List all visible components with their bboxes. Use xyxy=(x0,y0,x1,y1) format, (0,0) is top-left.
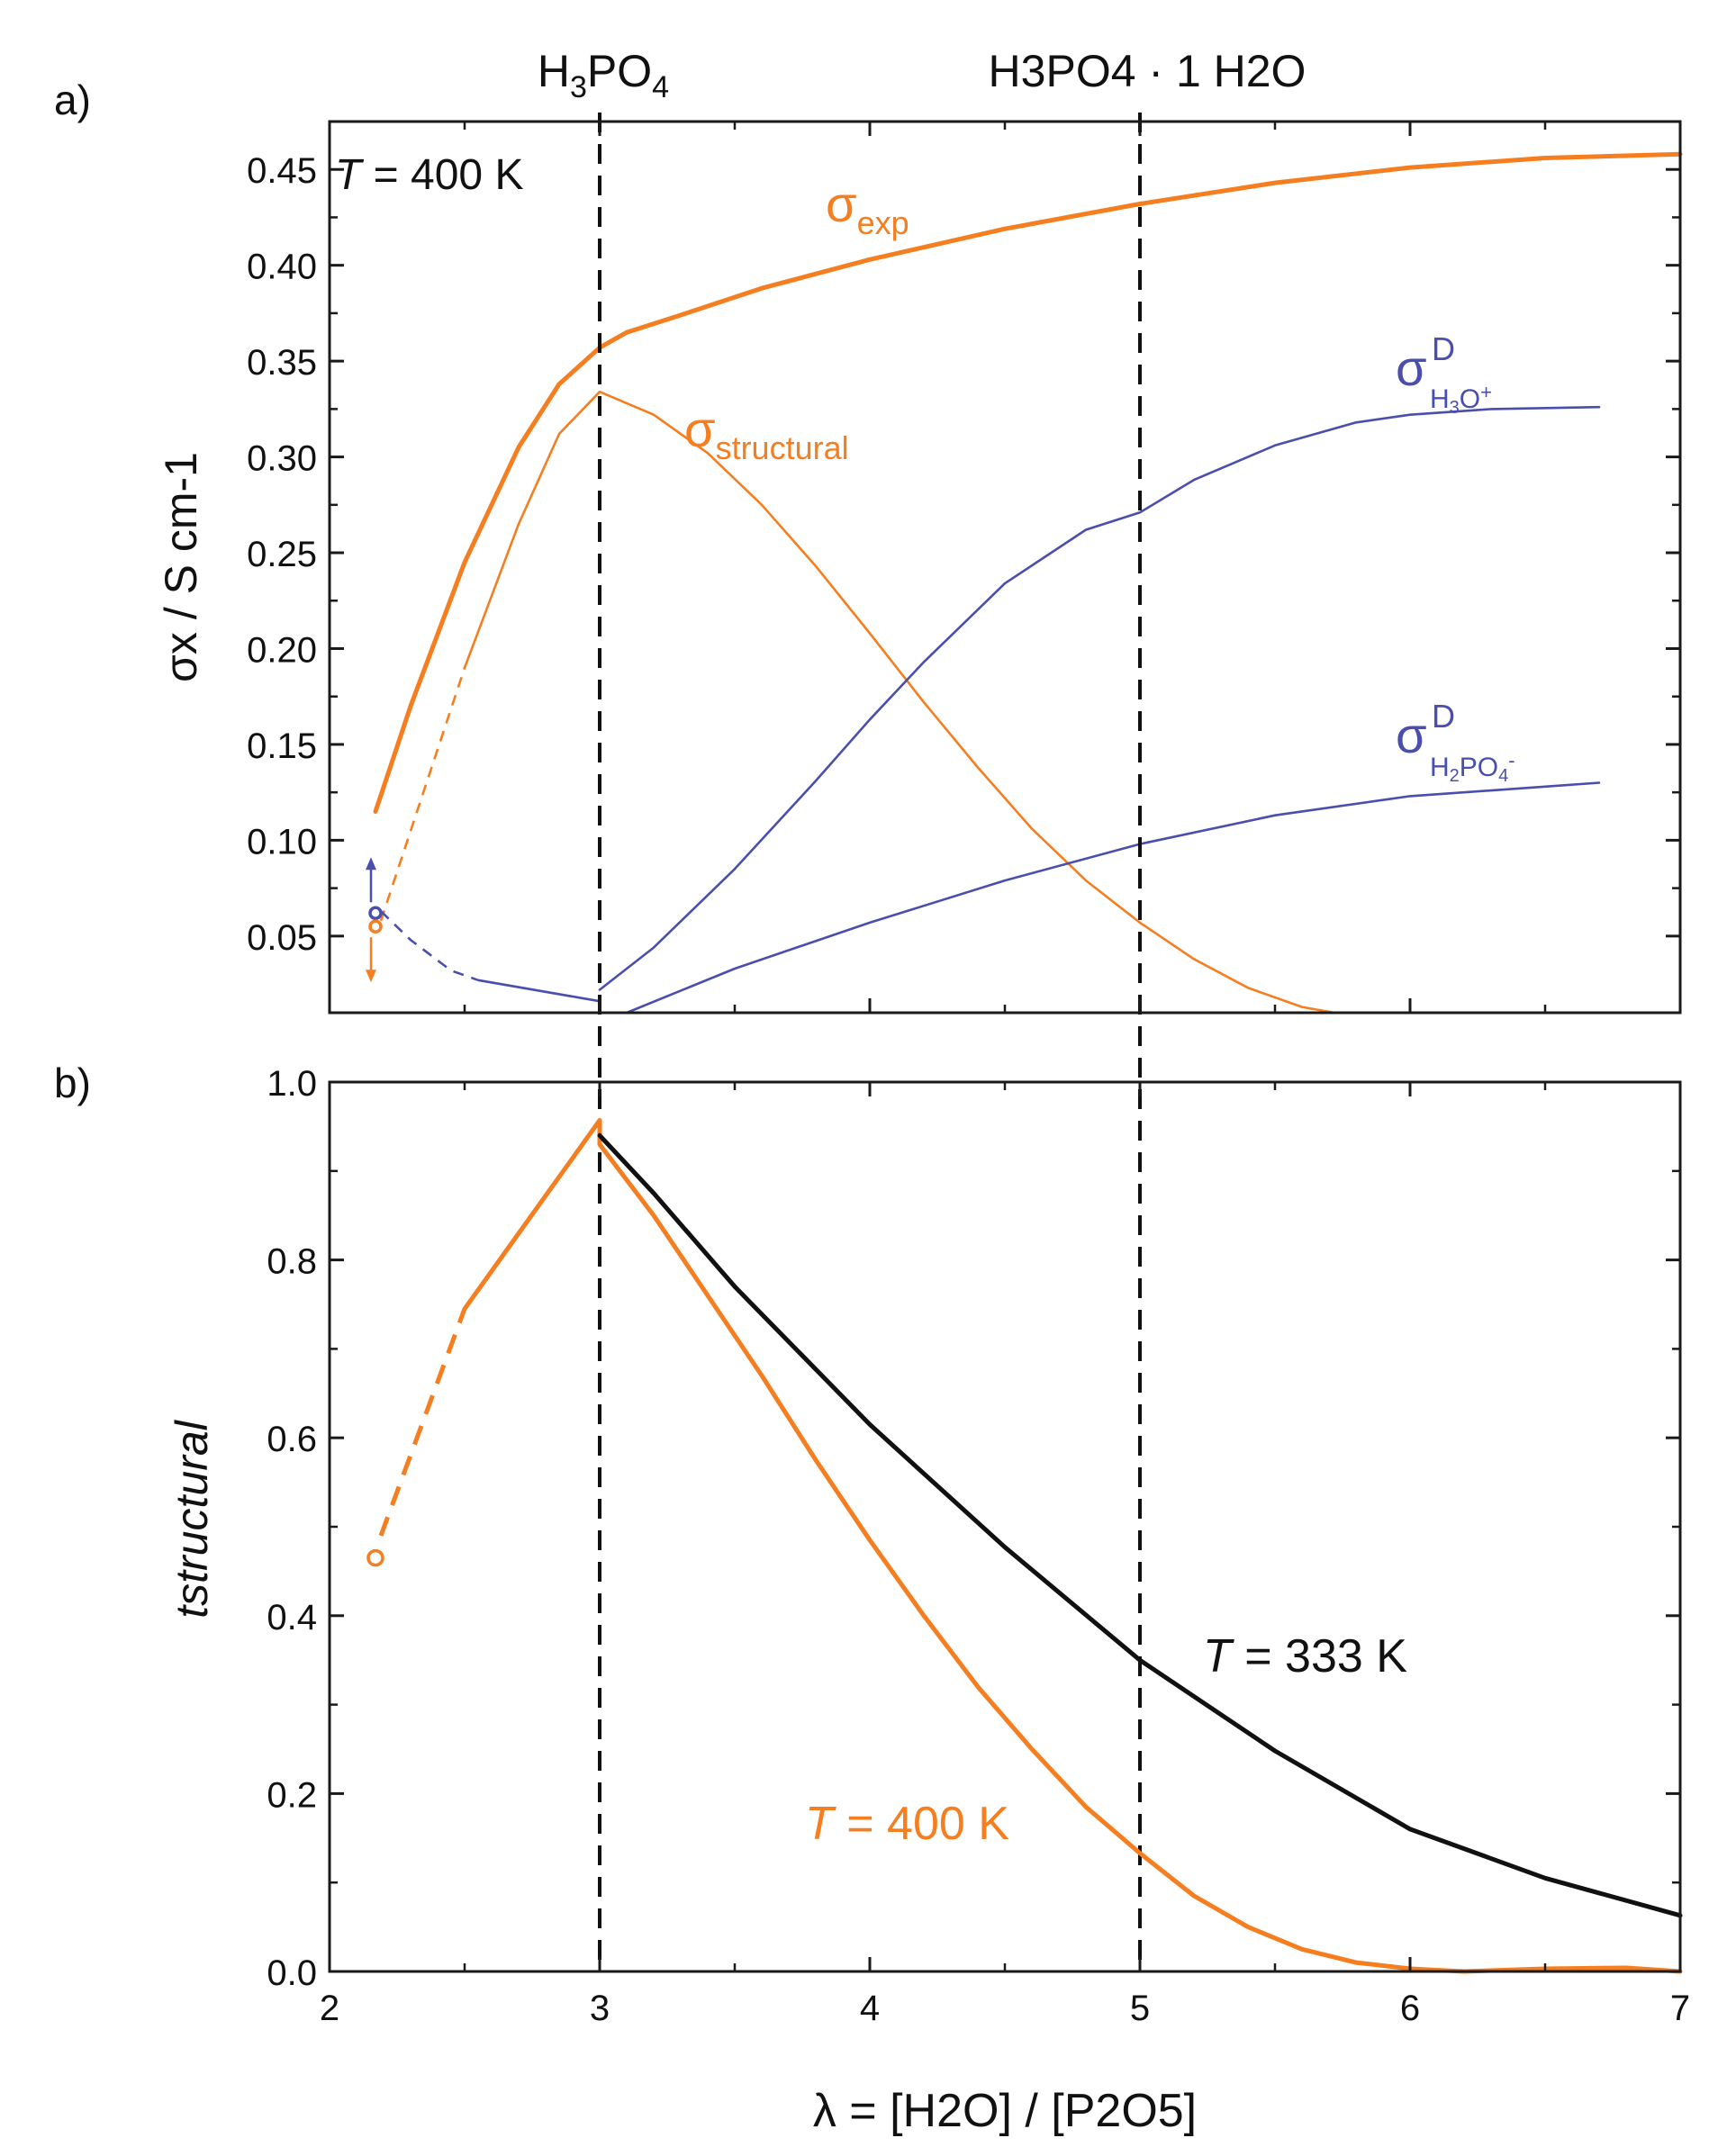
xtick-label-b-2: 4 xyxy=(860,1989,880,2028)
label-t333-italic: T xyxy=(1203,1630,1234,1682)
x-axis-label: λ = [H2O] / [P2O5] xyxy=(813,2085,1197,2137)
top-label-h3po4-po: PO xyxy=(587,46,652,96)
label-t333-rest: = 333 K xyxy=(1232,1630,1407,1682)
xtick-label-b-0: 2 xyxy=(320,1989,339,2028)
label-t333: T = 333 K xyxy=(1203,1630,1407,1682)
ytick-label-b-5: 1.0 xyxy=(267,1064,317,1104)
panel-b-xticks: 2 3 4 5 6 7 xyxy=(320,1082,1690,2028)
label-sigma-h2po4-sub-h: H xyxy=(1430,753,1450,782)
series-a-3-dashed xyxy=(380,910,479,982)
panel-b-ylabel: tstructural xyxy=(167,1419,217,1618)
label-sigma-h2po4-sub-4: 4 xyxy=(1498,766,1508,786)
panel-a-annotation-rest: = 400 K xyxy=(361,151,523,199)
panel-b-label: b) xyxy=(54,1060,91,1106)
marker-b-0 xyxy=(366,1548,384,1567)
xtick-label-b-5: 7 xyxy=(1670,1989,1690,2028)
series-a-2-line xyxy=(598,405,1601,991)
panel-b-lines xyxy=(378,1118,1683,1974)
panel-a-annotation: T = 400 K xyxy=(335,151,523,199)
label-sigma-h2po4-sup: D xyxy=(1432,698,1455,735)
top-label-h3po4-sub3: 3 xyxy=(570,70,587,104)
label-sigma-h3o: σ D H3O+ xyxy=(1396,314,1492,418)
series-a-3-line xyxy=(625,781,1601,1015)
ytick-label-a-7: 0.40 xyxy=(247,248,317,287)
series-a-1-dashed xyxy=(379,667,466,922)
panel-b: b) 0.0 0.2 0.4 0.6 0.8 1.0 2 3 4 5 6 7 T = 333 K T… xyxy=(54,1060,1690,2137)
top-label-h3po4-sub4: 4 xyxy=(652,70,669,104)
panel-a-label: a) xyxy=(54,77,91,123)
label-sigma-h2po4-sub-minus: - xyxy=(1508,749,1515,771)
label-sigma-h3o-main: σ xyxy=(1396,339,1427,396)
ytick-label-a-4: 0.25 xyxy=(247,535,317,574)
panel-b-yticks: 0.0 0.2 0.4 0.6 0.8 1.0 xyxy=(267,1064,1680,1993)
label-sigma-exp-sub: exp xyxy=(857,204,909,241)
ytick-label-a-6: 0.35 xyxy=(247,343,317,383)
panel-a-lines xyxy=(373,151,1683,1015)
series-b-0-line xyxy=(462,1118,1683,1974)
panel-a-xticks xyxy=(328,122,1682,1013)
label-sigma-h2po4: σ D H2PO4- xyxy=(1396,681,1515,786)
ytick-label-b-0: 0.0 xyxy=(267,1953,317,1993)
ytick-label-b-3: 0.6 xyxy=(267,1420,317,1459)
label-sigma-h3o-sub-3: 3 xyxy=(1450,398,1460,418)
panel-a-ylabel: σx / S cm-1 xyxy=(156,452,206,682)
ytick-label-a-8: 0.45 xyxy=(247,151,317,191)
marker-a-1 xyxy=(368,919,383,934)
label-sigma-h3o-sub-o: O xyxy=(1460,384,1480,414)
panel-a-frame xyxy=(328,120,1682,1015)
label-sigma-h2po4-sub-po: PO xyxy=(1460,753,1498,782)
series-a-0-line xyxy=(373,151,1683,814)
ytick-label-a-2: 0.15 xyxy=(247,726,317,766)
series-a-1-line xyxy=(463,390,1336,1015)
label-sigma-h3o-sup: D xyxy=(1432,330,1455,367)
xtick-label-b-4: 6 xyxy=(1400,1989,1420,2028)
label-sigma-h2po4-sub-2: 2 xyxy=(1450,766,1460,786)
ytick-label-a-3: 0.20 xyxy=(247,630,317,670)
series-b-0-dashed xyxy=(378,1308,467,1537)
label-sigma-exp: σexp xyxy=(826,176,909,241)
label-sigma-structural-sub: structural xyxy=(716,429,849,466)
marker-a-0 xyxy=(368,906,383,921)
panel-a: a) 0.050.100.150.200.250.300.350.400.45 … xyxy=(54,77,1683,1971)
panel-a-yticks: 0.05 0.10 0.15 0.20 0.25 0.30 0.35 0.40 0.45 xyxy=(247,151,1680,958)
label-t400: T = 400 K xyxy=(805,1798,1009,1850)
top-label-h3po4: H3PO4 xyxy=(538,46,669,104)
ytick-label-b-1: 0.2 xyxy=(267,1775,317,1815)
panel-a-annotation-italic: T xyxy=(335,151,365,199)
panel-a-markers xyxy=(366,857,383,983)
label-sigma-h2po4-main: σ xyxy=(1396,707,1427,763)
xtick-label-b-1: 3 xyxy=(590,1989,610,2028)
ytick-label-a-5: 0.30 xyxy=(247,439,317,479)
top-label-hydrate: H3PO4 · 1 H2O xyxy=(989,46,1307,96)
top-label-h3po4-h: H xyxy=(538,46,570,96)
series-b-1-line xyxy=(597,1132,1683,1918)
ytick-label-b-4: 0.8 xyxy=(267,1242,317,1282)
label-t400-rest: = 400 K xyxy=(834,1798,1009,1850)
xtick-label-b-3: 5 xyxy=(1130,1989,1150,2028)
marker-a-1-arrow-head xyxy=(366,970,376,983)
panel-b-markers xyxy=(366,1548,384,1567)
ytick-label-b-2: 0.4 xyxy=(267,1598,317,1637)
marker-a-0-arrow-head xyxy=(366,857,376,871)
label-sigma-h3o-sub-plus: + xyxy=(1480,381,1492,403)
label-sigma-exp-main: σ xyxy=(826,176,857,232)
label-sigma-structural-main: σ xyxy=(684,401,716,457)
series-a-3-lead xyxy=(477,979,601,1003)
panel-a-vlines xyxy=(598,113,1142,1971)
label-t400-italic: T xyxy=(805,1798,836,1850)
label-sigma-structural: σstructural xyxy=(684,401,849,466)
label-sigma-h3o-sub-h: H xyxy=(1430,384,1450,414)
ytick-label-a-0: 0.05 xyxy=(247,918,317,958)
ytick-label-a-1: 0.10 xyxy=(247,822,317,861)
